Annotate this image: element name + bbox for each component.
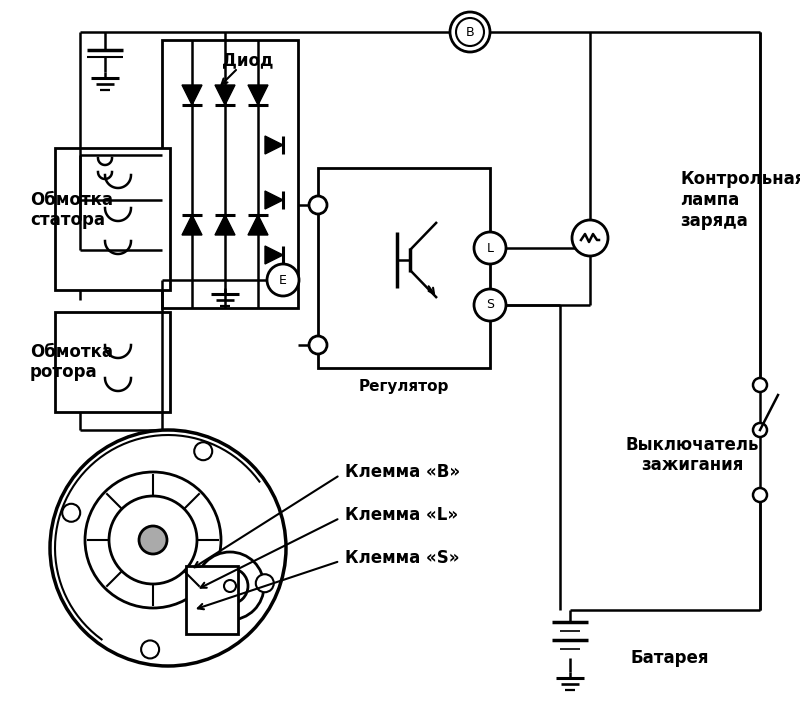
Text: Выключатель
зажигания: Выключатель зажигания <box>626 436 758 475</box>
Circle shape <box>139 526 167 554</box>
Circle shape <box>224 580 236 592</box>
Polygon shape <box>215 85 235 105</box>
Text: Клемма «B»: Клемма «B» <box>345 463 460 481</box>
Bar <box>55 312 170 412</box>
Circle shape <box>267 264 299 296</box>
Text: Батарея: Батарея <box>630 649 709 667</box>
Text: Обмотка
статора: Обмотка статора <box>30 191 113 229</box>
Circle shape <box>196 552 264 620</box>
Circle shape <box>194 442 212 460</box>
Text: L: L <box>486 242 494 255</box>
Circle shape <box>474 289 506 321</box>
Circle shape <box>50 430 286 666</box>
Polygon shape <box>182 85 202 105</box>
Circle shape <box>309 196 327 214</box>
Circle shape <box>753 423 767 437</box>
Bar <box>318 168 490 368</box>
Text: E: E <box>279 273 287 286</box>
Polygon shape <box>248 85 268 105</box>
Circle shape <box>456 18 484 46</box>
Circle shape <box>109 496 197 584</box>
Polygon shape <box>182 215 202 235</box>
Polygon shape <box>265 136 283 154</box>
Polygon shape <box>215 215 235 235</box>
Polygon shape <box>248 215 268 235</box>
Circle shape <box>212 568 248 604</box>
Bar <box>186 566 238 634</box>
Circle shape <box>256 574 274 592</box>
Polygon shape <box>265 191 283 209</box>
Text: Клемма «S»: Клемма «S» <box>345 549 459 567</box>
Text: Клемма «L»: Клемма «L» <box>345 506 458 524</box>
Text: Регулятор: Регулятор <box>359 378 449 393</box>
Circle shape <box>85 472 221 608</box>
Circle shape <box>753 378 767 392</box>
Circle shape <box>309 336 327 354</box>
Bar <box>55 148 170 290</box>
Text: Обмотка
ротора: Обмотка ротора <box>30 342 113 381</box>
Polygon shape <box>265 246 283 264</box>
Circle shape <box>62 504 80 522</box>
Circle shape <box>753 488 767 502</box>
Circle shape <box>474 232 506 264</box>
Text: Контрольная
лампа
заряда: Контрольная лампа заряда <box>680 170 800 230</box>
Bar <box>162 40 298 308</box>
Text: S: S <box>486 298 494 311</box>
Circle shape <box>141 641 159 659</box>
Circle shape <box>450 12 490 52</box>
Circle shape <box>572 220 608 256</box>
Text: Диод: Диод <box>222 51 274 69</box>
Text: B: B <box>466 25 474 39</box>
